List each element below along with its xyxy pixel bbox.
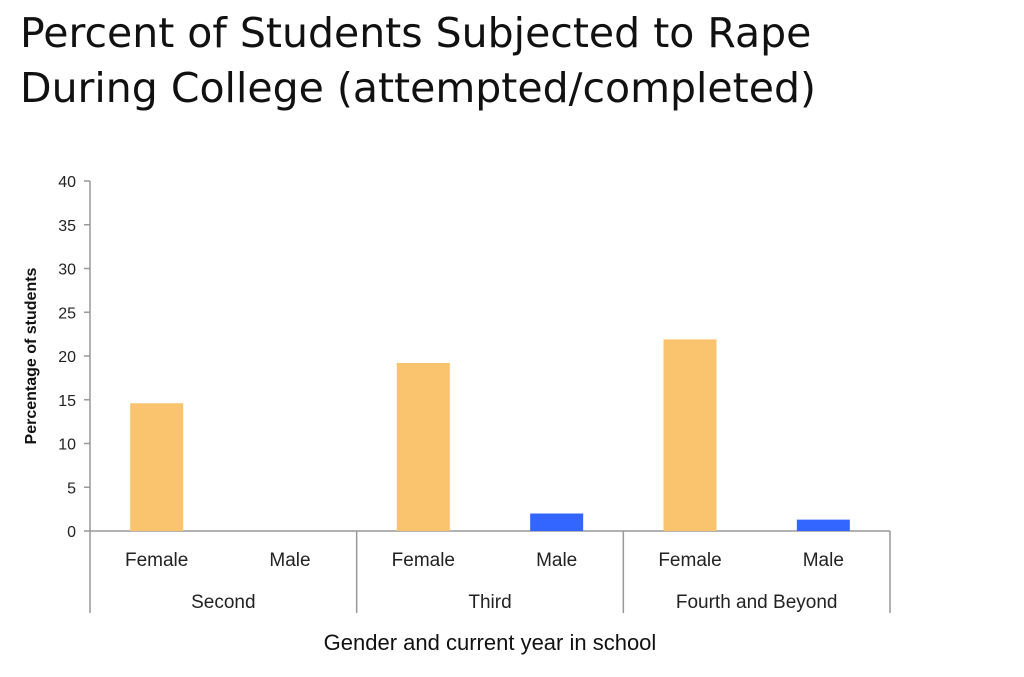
bar-fourth-and-beyond-male — [796, 519, 850, 531]
chart-axes — [84, 180, 891, 613]
chart-bars — [130, 339, 850, 531]
group-label: Fourth and Beyond — [676, 592, 838, 613]
y-tick-label: 30 — [58, 262, 76, 279]
bar-third-male — [530, 513, 584, 531]
y-tick-label: 25 — [58, 305, 76, 322]
bar-second-female — [130, 403, 184, 531]
group-label: Third — [468, 592, 511, 613]
bar-fourth-and-beyond-female — [663, 339, 717, 531]
category-label: Male — [536, 550, 577, 571]
category-label: Male — [803, 550, 844, 571]
y-tick-label: 15 — [58, 393, 76, 410]
category-label: Female — [658, 550, 721, 571]
y-tick-label: 5 — [67, 480, 76, 497]
y-tick-label: 20 — [58, 349, 76, 366]
bar-third-female — [396, 363, 450, 531]
y-tick-label: 0 — [67, 524, 76, 541]
category-label: Female — [392, 550, 455, 571]
y-tick-label: 35 — [58, 218, 76, 235]
y-axis-title: Percentage of students — [23, 267, 40, 444]
chart-title: Percent of Students Subjected to Rape Du… — [20, 9, 816, 112]
y-tick-label: 40 — [58, 174, 76, 191]
group-label: Second — [191, 592, 255, 613]
category-label: Female — [125, 550, 188, 571]
category-label: Male — [269, 550, 310, 571]
x-axis-title: Gender and current year in school — [324, 630, 657, 655]
y-tick-label: 10 — [58, 437, 76, 454]
